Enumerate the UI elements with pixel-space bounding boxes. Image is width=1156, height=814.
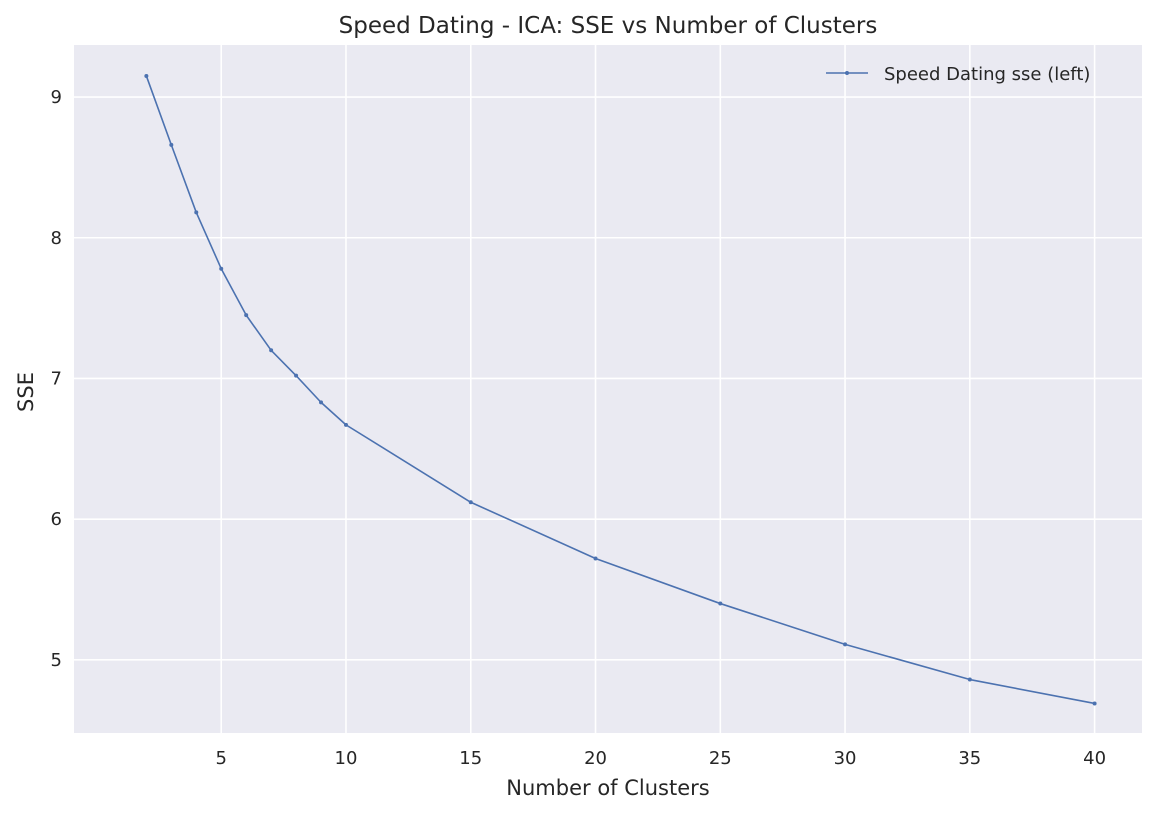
y-tick-label: 6 — [51, 509, 62, 530]
legend-label: Speed Dating sse (left) — [884, 64, 1090, 85]
x-axis-label: Number of Clusters — [506, 776, 709, 800]
data-point — [468, 500, 473, 505]
y-tick-label: 9 — [51, 87, 62, 108]
x-tick-label: 25 — [709, 748, 732, 769]
data-point — [343, 422, 348, 427]
data-point — [219, 266, 224, 271]
data-point — [144, 73, 149, 78]
x-tick-label: 5 — [215, 748, 226, 769]
data-point — [169, 142, 174, 147]
x-tick-label: 10 — [335, 748, 358, 769]
data-point — [718, 601, 723, 606]
data-point — [843, 642, 848, 647]
x-tick-label: 35 — [958, 748, 981, 769]
data-point — [294, 373, 299, 378]
data-point — [244, 313, 249, 318]
x-tick-label: 15 — [459, 748, 482, 769]
y-axis-label: SSE — [14, 372, 38, 412]
plot-area — [74, 45, 1142, 733]
data-point — [593, 556, 598, 561]
x-tick-label: 30 — [834, 748, 857, 769]
y-tick-label: 7 — [51, 368, 62, 389]
x-tick-label: 20 — [584, 748, 607, 769]
data-point — [1092, 701, 1097, 706]
gridlines — [74, 45, 1142, 733]
x-tick-label: 40 — [1083, 748, 1106, 769]
series-layer — [144, 73, 1097, 706]
data-point — [194, 210, 199, 215]
data-point — [319, 400, 324, 405]
y-tick-label: 5 — [51, 650, 62, 671]
legend-marker — [845, 71, 849, 75]
data-point — [269, 348, 274, 353]
tick-labels: 5 10 15 20 25 30 35 40 5 6 7 8 9 — [51, 87, 1106, 769]
data-point — [967, 677, 972, 682]
chart-title: Speed Dating - ICA: SSE vs Number of Clu… — [339, 13, 878, 39]
y-tick-label: 8 — [51, 228, 62, 249]
legend: Speed Dating sse (left) — [826, 64, 1090, 85]
